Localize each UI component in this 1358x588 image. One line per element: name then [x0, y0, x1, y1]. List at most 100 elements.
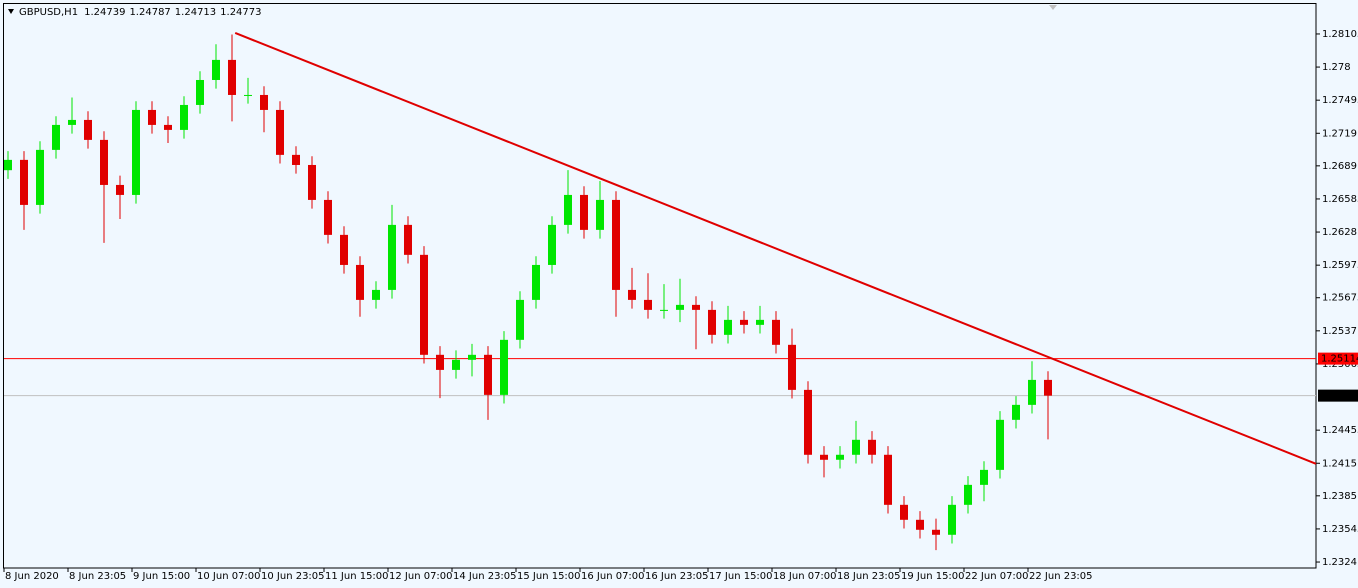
candle-body	[964, 484, 972, 505]
candle-body	[740, 319, 748, 325]
x-tick-label: 16 Jun 23:05	[645, 571, 709, 582]
candle-body	[868, 439, 876, 455]
y-tick-label: 1.25975	[1322, 260, 1358, 271]
candle-body	[708, 309, 716, 335]
candle-body	[196, 79, 204, 105]
candle-body	[804, 389, 812, 455]
candle-body	[132, 109, 140, 195]
candle-body	[820, 454, 828, 460]
x-tick-label: 22 Jun 07:00	[965, 571, 1029, 582]
candle-body	[148, 109, 156, 125]
candle-body	[308, 164, 316, 200]
menu-arrow[interactable]	[8, 9, 14, 14]
y-tick-label: 1.28105	[1322, 29, 1358, 40]
x-tick-label: 16 Jun 07:00	[581, 571, 645, 582]
bid-label-box	[1318, 389, 1358, 402]
candle-body	[900, 504, 908, 520]
x-tick-label: 11 Jun 15:00	[325, 571, 389, 582]
candle-body	[164, 124, 172, 130]
candle-body	[84, 119, 92, 140]
candle-body	[772, 319, 780, 345]
candle-body	[244, 94, 252, 96]
candle-body	[356, 264, 364, 300]
y-tick-label: 1.2415	[1322, 458, 1357, 469]
candle-body	[916, 519, 924, 530]
x-tick-label: 18 Jun 23:05	[837, 571, 901, 582]
trendline	[234, 32, 1317, 465]
y-tick-label: 1.2689	[1322, 161, 1357, 172]
hline-label: 1.25114	[1321, 354, 1358, 365]
x-tick-label: 9 Jun 15:00	[133, 571, 190, 582]
candle-body	[340, 234, 348, 265]
candle-body	[100, 139, 108, 185]
shift-marker	[1049, 5, 1057, 10]
candle-body	[500, 339, 508, 395]
candle-body	[676, 304, 684, 310]
candle-body	[468, 354, 476, 360]
y-tick-label: 1.278	[1322, 62, 1351, 73]
y-tick-label: 1.25675	[1322, 293, 1358, 304]
candle-body	[852, 439, 860, 455]
candle-body	[36, 149, 44, 205]
ohlc-value: 1.24787	[129, 7, 170, 18]
candle-body	[788, 344, 796, 390]
x-tick-label: 12 Jun 07:00	[389, 571, 453, 582]
candle-body	[324, 199, 332, 235]
candle-body	[228, 59, 236, 95]
candle-body	[932, 529, 940, 535]
candle-body	[52, 124, 60, 150]
candle-body	[1012, 404, 1020, 420]
candle-body	[276, 109, 284, 155]
y-tick-label: 1.24455	[1322, 425, 1358, 436]
y-tick-label: 1.27495	[1322, 95, 1358, 106]
candle-body	[260, 94, 268, 110]
candle-body	[756, 319, 764, 325]
y-tick-label: 1.2628	[1322, 227, 1357, 238]
ohlc-value: 1.24739	[84, 7, 125, 18]
candle-body	[68, 119, 76, 125]
x-tick-label: 22 Jun 23:05	[1029, 571, 1093, 582]
x-tick-label: 10 Jun 07:00	[197, 571, 261, 582]
candle-body	[884, 454, 892, 505]
candle-body	[980, 469, 988, 485]
candle-body	[116, 184, 124, 195]
x-tick-label: 19 Jun 15:00	[901, 571, 965, 582]
hline-label-box	[1318, 352, 1358, 365]
y-tick-label: 1.26585	[1322, 194, 1358, 205]
candle-body	[724, 319, 732, 335]
candle-body	[692, 304, 700, 310]
candle-body	[580, 194, 588, 230]
candle-body	[516, 299, 524, 340]
y-tick-label: 1.2324	[1322, 557, 1357, 568]
candle-body	[420, 254, 428, 355]
plot-frame	[3, 3, 1317, 569]
candle-body	[596, 199, 604, 230]
candle-body	[4, 159, 12, 171]
candle-body	[612, 199, 620, 290]
candle-body	[660, 309, 668, 311]
x-tick-label: 8 Jun 23:05	[69, 571, 126, 582]
x-tick-label: 10 Jun 23:05	[261, 571, 325, 582]
candle-body	[436, 354, 444, 370]
candle-body	[20, 159, 28, 205]
candle-body	[532, 264, 540, 300]
candle-body	[180, 104, 188, 130]
candle-body	[628, 289, 636, 300]
y-tick-label: 1.23545	[1322, 524, 1358, 535]
y-tick-label: 1.2537	[1322, 326, 1357, 337]
candle-body	[1044, 379, 1052, 396]
candle-body	[564, 194, 572, 225]
symbol: GBPUSD,H1	[19, 7, 78, 18]
candle-body	[212, 59, 220, 80]
candle-body	[292, 154, 300, 165]
y-tick-label: 1.2719	[1322, 128, 1357, 139]
ohlc-value: 1.24773	[220, 7, 261, 18]
bid-label: 1.24773	[1321, 391, 1358, 402]
candle-body	[484, 354, 492, 395]
x-tick-label: 17 Jun 15:00	[709, 571, 773, 582]
candle-body	[372, 289, 380, 300]
candle-body	[996, 419, 1004, 470]
ohlc-value: 1.24713	[175, 7, 216, 18]
